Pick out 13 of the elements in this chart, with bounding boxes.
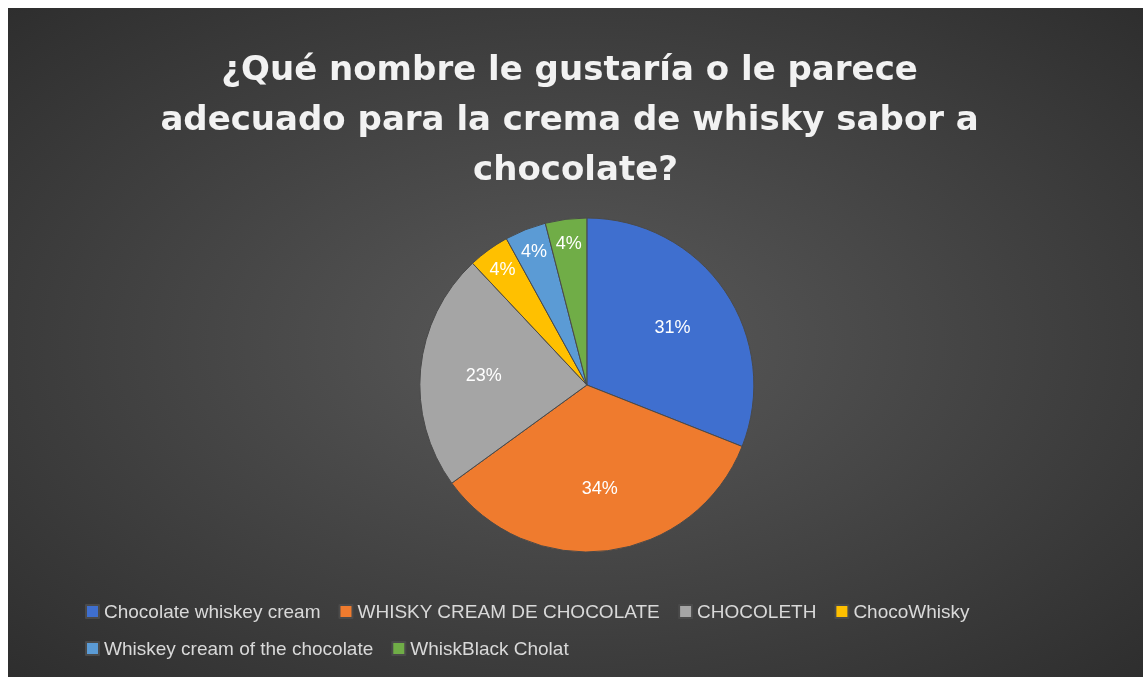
data-label: 23% [465,365,502,386]
legend-label: CHOCOLETH [697,601,817,622]
legend-label: Whiskey cream of the chocolate [104,638,374,659]
chart-title: ¿Qué nombre le gustaría o le parece adecuado para la crema de whisky sabor a chocolate? [160,48,991,188]
data-label: 34% [581,477,618,498]
legend-label: ChocoWhisky [853,601,971,622]
data-label: 31% [654,316,691,337]
data-label: 4% [489,258,516,279]
data-label: 4% [520,241,547,262]
data-label: 4% [555,232,582,253]
legend-label: WhiskBlack Cholat [410,638,570,659]
legend-label: Chocolate whiskey cream [104,601,321,622]
legend-label: WHISKY CREAM DE CHOCOLATE [357,601,660,622]
